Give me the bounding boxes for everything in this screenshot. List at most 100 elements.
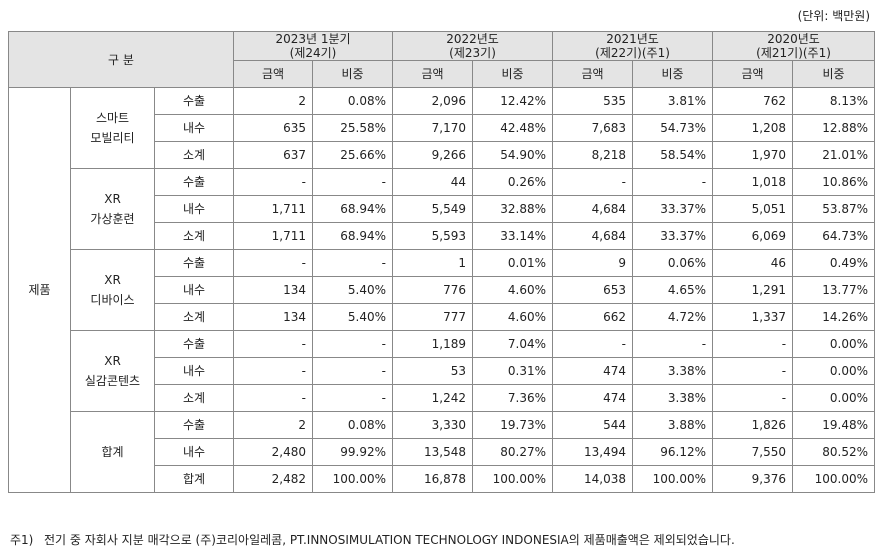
group-name-line1: 합계: [101, 445, 124, 459]
table-row: XR 실감콘텐츠 수출 - -1,189 7.04% - - -0.00%: [9, 330, 876, 412]
ratio-cell: 64.73%: [792, 222, 876, 250]
ratio-cell: 10.86%: [792, 168, 876, 196]
ratio-cell: 4.72%: [632, 303, 714, 331]
group-name-line2: 디바이스: [90, 293, 135, 307]
group-name-line1: XR: [104, 192, 121, 206]
ratio-cell: 3.81%: [632, 87, 714, 115]
period-header-2023q1: 2023년 1분기 (제24기): [232, 31, 394, 61]
row-label-cell: 내수: [154, 276, 234, 304]
amount-cell: 777: [392, 303, 474, 331]
ratio-header: 비중: [792, 60, 876, 88]
ratio-cell: 58.54%: [632, 141, 714, 169]
amount-cell: 2: [233, 87, 313, 115]
group-name-line1: 스마트: [95, 111, 130, 125]
amount-cell: -: [712, 357, 794, 385]
amount-cell: -: [233, 330, 313, 358]
amount-cell: 13,548: [392, 438, 474, 466]
row-label-cell: 수출: [154, 249, 234, 277]
amount-cell: 9,266: [392, 141, 474, 169]
row-label-cell: 내수: [154, 438, 234, 466]
ratio-cell: 7.36%: [472, 384, 554, 412]
ratio-cell: 0.00%: [792, 384, 876, 412]
amount-cell: -: [712, 384, 794, 412]
amount-cell: 7,683: [552, 114, 634, 142]
ratio-cell: 42.48%: [472, 114, 554, 142]
ratio-cell: 0.00%: [792, 357, 876, 385]
group-name-line1: XR: [104, 273, 121, 287]
table-row: 내수 2,480 99.92% 13,548 80.27% 13,494 96.12% 7,5…: [9, 438, 876, 466]
category-header: 구 분: [8, 31, 234, 88]
ratio-cell: 54.73%: [632, 114, 714, 142]
amount-cell: 1,208: [712, 114, 794, 142]
amount-cell: -: [233, 168, 313, 196]
amount-cell: 762: [712, 87, 794, 115]
table-body: 제품 스마트 모빌리티 수출 2 0.08% 2,096 12.42% 535 3.81% 762 8…: [8, 87, 876, 493]
top-category-cell: 제품: [8, 87, 71, 493]
ratio-cell: 0.08%: [311, 411, 394, 439]
ratio-cell: 3.38%: [632, 384, 714, 412]
row-label-cell: 내수: [154, 114, 234, 142]
group-name-line2: 모빌리티: [90, 131, 135, 145]
amount-cell: 1,711: [233, 195, 313, 223]
ratio-cell: 96.12%: [632, 438, 714, 466]
ratio-cell: -: [311, 384, 394, 412]
table-row: 내수 1,711 68.94% 5,549 32.88% 4,684 33.37% 5,051…: [9, 195, 876, 223]
footnote: 주1) 전기 중 자회사 지분 매각으로 (주)코리아일레콤, PT.INNOSI…: [10, 531, 735, 548]
amount-cell: 4,684: [552, 222, 634, 250]
ratio-cell: 33.37%: [632, 222, 714, 250]
ratio-cell: 53.87%: [792, 195, 876, 223]
amount-header: 금액: [712, 60, 794, 88]
amount-cell: 1,189: [392, 330, 474, 358]
row-label-cell: 소계: [154, 141, 234, 169]
amount-cell: 1,242: [392, 384, 474, 412]
row-label-cell: 합계: [154, 465, 234, 493]
amount-cell: 5,593: [392, 222, 474, 250]
table-row: XR 가상훈련 수출 - -44 0.26% - -1,018 10.86%: [9, 168, 876, 250]
amount-cell: 635: [233, 114, 313, 142]
group-name-cell: XR 디바이스: [70, 249, 155, 331]
amount-cell: 2,482: [233, 465, 313, 493]
amount-cell: 2,480: [233, 438, 313, 466]
ratio-cell: 19.48%: [792, 411, 876, 439]
amount-cell: 44: [392, 168, 474, 196]
amount-cell: 7,170: [392, 114, 474, 142]
ratio-cell: 100.00%: [792, 465, 876, 493]
amount-cell: 474: [552, 384, 634, 412]
header-row-periods: 구 분 2023년 1분기 (제24기) 2022년도 (제23기) 2021년도(…: [8, 31, 876, 88]
amount-cell: 5,549: [392, 195, 474, 223]
table-row: 소계 637 25.66% 9,266 54.90% 8,218 58.54% 1,970 21…: [9, 141, 876, 169]
ratio-cell: 8.13%: [792, 87, 876, 115]
ratio-header: 비중: [472, 60, 554, 88]
footnote-text: 전기 중 자회사 지분 매각으로 (주)코리아일레콤, PT.INNOSIMUL…: [44, 533, 735, 547]
amount-cell: 2,096: [392, 87, 474, 115]
amount-cell: 1,711: [233, 222, 313, 250]
ratio-cell: 68.94%: [311, 222, 394, 250]
amount-cell: 2: [233, 411, 313, 439]
ratio-header: 비중: [632, 60, 714, 88]
amount-cell: 8,218: [552, 141, 634, 169]
amount-cell: 3,330: [392, 411, 474, 439]
table-row: 합계 수출 2 0.08% 3,330 19.73% 544 3.88% 1,826 19.48%: [9, 411, 876, 493]
ratio-cell: 14.26%: [792, 303, 876, 331]
amount-cell: 46: [712, 249, 794, 277]
ratio-cell: -: [311, 330, 394, 358]
amount-cell: 1,018: [712, 168, 794, 196]
amount-cell: 9: [552, 249, 634, 277]
ratio-cell: 0.01%: [472, 249, 554, 277]
amount-header: 금액: [552, 60, 634, 88]
amount-cell: 544: [552, 411, 634, 439]
ratio-cell: 0.06%: [632, 249, 714, 277]
amount-cell: -: [552, 330, 634, 358]
ratio-cell: 100.00%: [311, 465, 394, 493]
amount-cell: 53: [392, 357, 474, 385]
row-label-cell: 수출: [154, 330, 234, 358]
amount-cell: 9,376: [712, 465, 794, 493]
amount-cell: 6,069: [712, 222, 794, 250]
group-name-cell: XR 실감콘텐츠: [70, 330, 155, 412]
ratio-cell: 25.66%: [311, 141, 394, 169]
group-name-line1: XR: [104, 354, 121, 368]
table-row: XR 디바이스 수출 - -1 0.01% 9 0.06% 46 0.49%: [9, 249, 876, 331]
amount-cell: 653: [552, 276, 634, 304]
ratio-cell: 32.88%: [472, 195, 554, 223]
